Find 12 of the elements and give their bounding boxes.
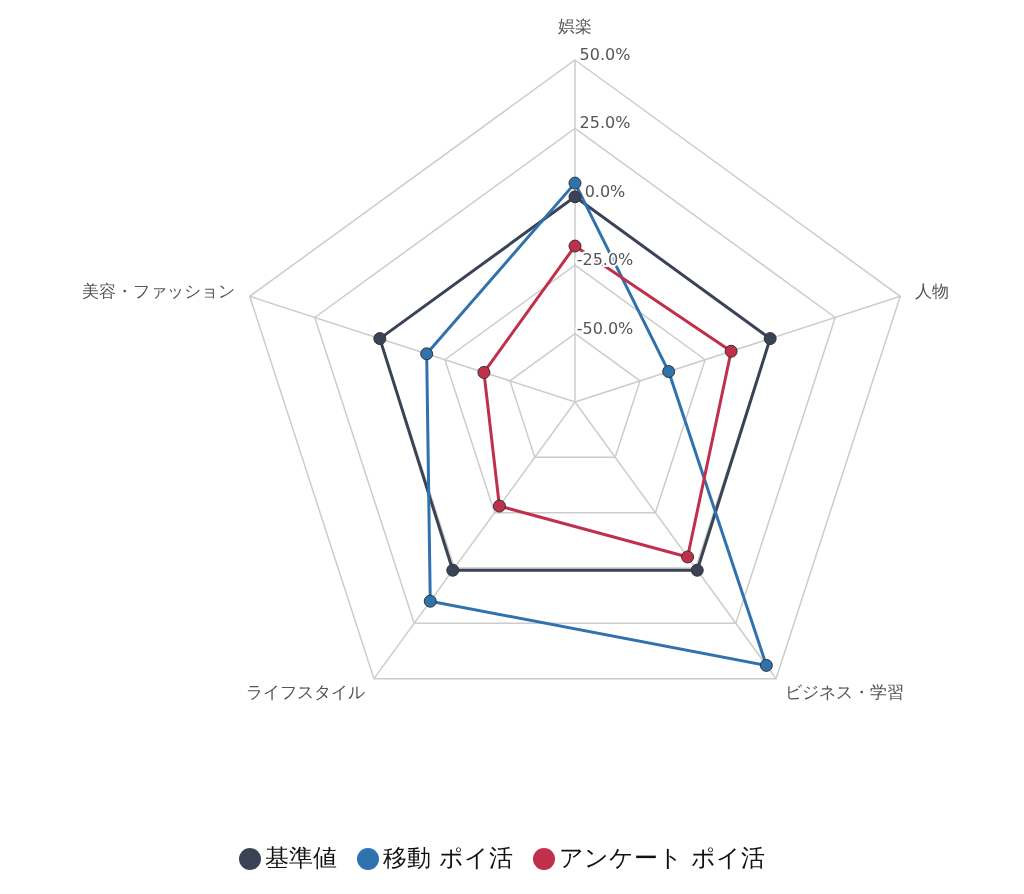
y-tick-label: 0.0% <box>584 181 626 201</box>
legend-label: 基準値 <box>265 844 338 872</box>
spoke-label: ビジネス・学習 <box>785 681 905 702</box>
y-tick-label: 25.0% <box>579 113 631 133</box>
legend-label: アンケート ポイ活 <box>559 844 765 872</box>
spoke-label: 人物 <box>915 281 950 302</box>
spoke-label: 娯楽 <box>558 16 592 36</box>
y-tick-label: 50.0% <box>579 45 631 64</box>
spoke-label: 美容・ファッション <box>81 281 235 302</box>
legend-label: 移動 ポイ活 <box>383 844 513 872</box>
spoke-label: ライフスタイル <box>245 681 365 702</box>
y-tick-label: -50.0% <box>576 318 634 338</box>
